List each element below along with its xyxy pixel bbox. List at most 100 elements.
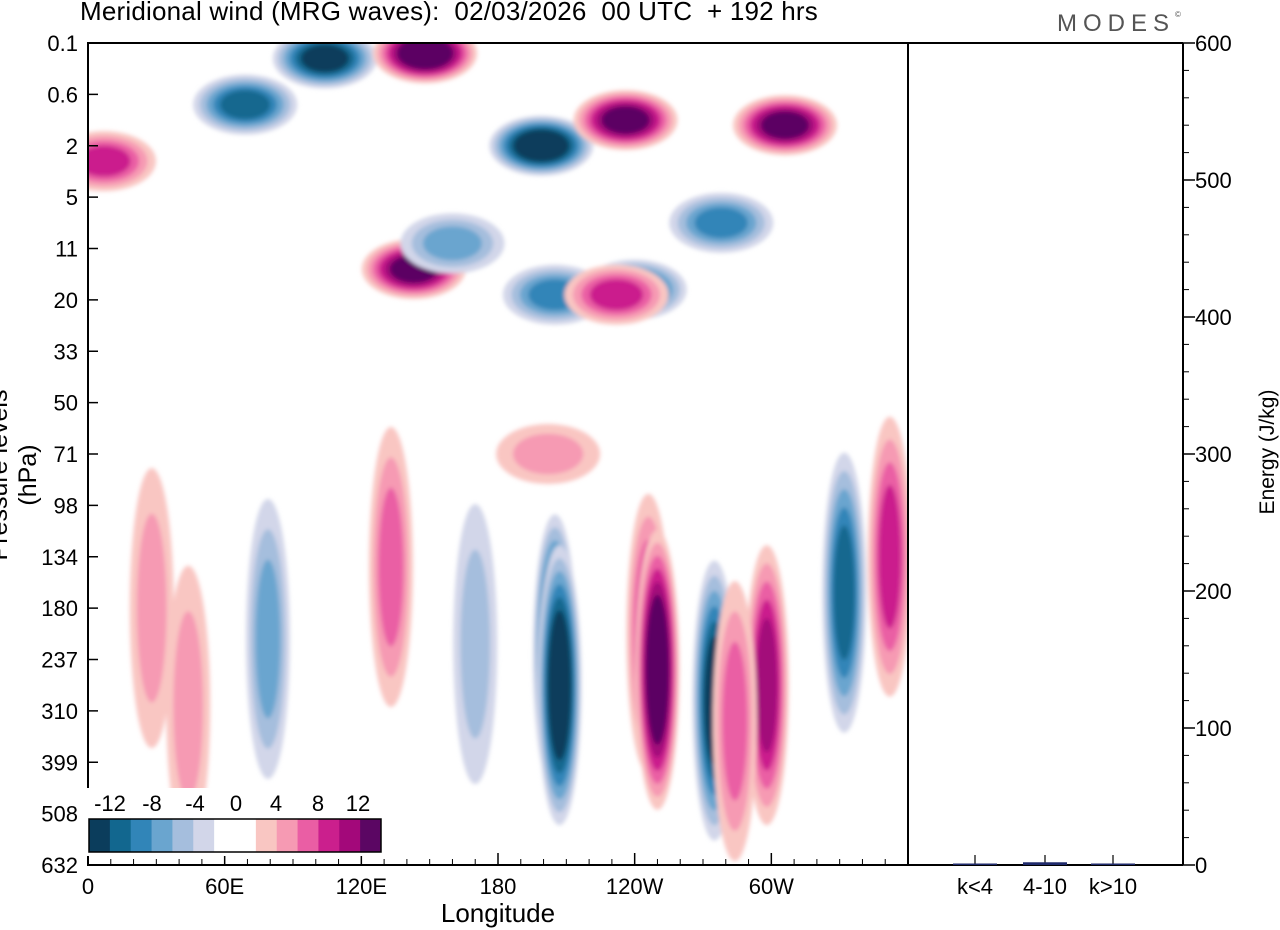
y-axis-ticks: 0.1 0.6 2 5 11 20 33 50 71 98 134 180 237 310 399 508 63…: [41, 31, 98, 878]
contour-feature: [368, 427, 413, 708]
contour-feature: [453, 504, 498, 785]
brand-logo: MODES©: [1057, 10, 1181, 38]
colorbar-swatch: [255, 819, 278, 852]
colorbar-swatch: [151, 819, 173, 852]
x-axis-ticks: 0 60E 120E 180 120W 60W: [82, 853, 886, 899]
contour-feature: [489, 115, 594, 176]
contour-band: [761, 111, 809, 139]
energy-bar: [1091, 863, 1135, 865]
contour-band: [601, 106, 650, 134]
contour-band: [878, 485, 902, 629]
contour-band: [136, 513, 167, 703]
energy-tick-label: 600: [1195, 31, 1232, 56]
chart-title: Meridional wind (MRG waves): 02/03/2026 …: [80, 0, 818, 26]
contour-feature: [537, 545, 582, 826]
x-tick-label: 120W: [606, 874, 664, 899]
y-tick-label: 98: [54, 493, 78, 518]
contour-feature: [272, 43, 377, 89]
y-tick-label: 11: [55, 237, 78, 262]
colorbar-swatch: [339, 819, 361, 852]
colorbar-swatch: [193, 819, 215, 852]
y-tick-label: 71: [54, 442, 78, 467]
x-axis-label: Longitude: [440, 898, 556, 928]
y-tick-label: 2: [66, 134, 78, 159]
x-tick-label: 0: [82, 874, 94, 899]
contour-band: [722, 641, 748, 801]
energy-tick-label: 300: [1195, 442, 1232, 467]
contour-band: [549, 623, 570, 748]
colorbar-label: -8: [142, 791, 162, 816]
y-tick-label: 237: [41, 648, 78, 673]
contour-feature: [88, 131, 156, 192]
contour-feature: [573, 90, 678, 151]
y-tick-label: 0.1: [47, 31, 78, 56]
colorbar-swatch: [276, 819, 299, 852]
energy-tick-label: 400: [1195, 305, 1232, 330]
contour-feature: [822, 452, 867, 733]
contour-feature: [744, 545, 789, 826]
contour-band: [301, 44, 349, 73]
energy-tick-label: 100: [1195, 716, 1232, 741]
colorbar-label: 12: [346, 791, 370, 816]
y-tick-label: 5: [66, 185, 78, 210]
colorbar-label: -12: [94, 791, 126, 816]
energy-category-label: 4-10: [1023, 874, 1067, 899]
contour-band: [88, 145, 131, 177]
energy-panel: 0 100 200 300 400 500 600 k<4 4-10 k>10: [908, 31, 1232, 899]
contour-feature: [400, 213, 505, 274]
colorbar-label: 8: [312, 791, 324, 816]
contour-feature: [129, 468, 174, 749]
y-tick-label: 33: [54, 339, 78, 364]
contour-band: [173, 611, 204, 801]
y-tick-label: 50: [54, 391, 78, 416]
contour-feature: [245, 498, 290, 779]
brand-text: MODES: [1057, 10, 1176, 37]
contour-band: [422, 226, 482, 261]
contour-feature: [712, 581, 757, 862]
colorbar-swatch: [297, 819, 319, 852]
colorbar: -12 -8 -4 0 4 8 12: [86, 788, 384, 856]
contour-feature: [166, 565, 211, 846]
contour-band: [402, 43, 449, 67]
y-tick-label: 310: [41, 699, 78, 724]
contour-feature: [361, 239, 466, 300]
colorbar-label: 0: [230, 791, 242, 816]
colorbar-label: -4: [185, 791, 205, 816]
colorbar-swatch: [214, 819, 236, 852]
energy-tick-label: 200: [1195, 579, 1232, 604]
contour-band: [694, 207, 748, 239]
contour-band: [589, 279, 644, 311]
y-axis-label: Pressure levels (hPa): [0, 389, 42, 561]
contour-feature: [733, 95, 837, 156]
colorbar-swatch: [318, 819, 340, 852]
energy-bar: [1023, 862, 1067, 865]
y-tick-label: 20: [54, 288, 78, 313]
contour-band: [756, 617, 778, 753]
y-tick-label: 399: [41, 750, 78, 775]
contour-feature: [867, 416, 908, 697]
colorbar-swatch: [172, 819, 194, 852]
contour-band: [647, 607, 668, 732]
colorbar-frame: [88, 818, 382, 853]
energy-axis-label: Energy (J/kg): [1256, 389, 1279, 515]
contour-band: [513, 433, 584, 475]
y-tick-label: 508: [41, 802, 78, 827]
contour-field: [88, 43, 908, 862]
colorbar-swatch: [109, 819, 132, 852]
contour-feature: [669, 192, 774, 253]
x-tick-label: 180: [480, 874, 517, 899]
y-tick-label: 0.6: [47, 82, 78, 107]
contour-band: [220, 90, 271, 120]
contour-feature: [193, 74, 298, 135]
contour-feature: [635, 529, 680, 810]
energy-tick-label: 500: [1195, 168, 1232, 193]
brand-mark: ©: [1175, 10, 1181, 19]
x-tick-label: 60E: [205, 874, 244, 899]
y-tick-label: 632: [41, 853, 78, 878]
contour-band: [833, 525, 855, 660]
colorbar-label: 4: [270, 791, 282, 816]
contour-band: [460, 549, 491, 739]
energy-category-label: k>10: [1089, 874, 1137, 899]
contour-band: [255, 559, 281, 719]
